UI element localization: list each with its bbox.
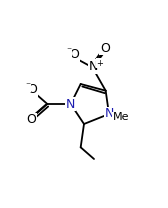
Text: Me: Me <box>112 112 129 122</box>
Text: O: O <box>100 42 110 55</box>
Text: N: N <box>104 108 114 120</box>
Text: +: + <box>96 59 103 68</box>
Text: ⁻: ⁻ <box>26 82 31 92</box>
Text: O: O <box>69 48 79 61</box>
Text: O: O <box>27 83 37 96</box>
Text: ⁻: ⁻ <box>66 47 72 57</box>
Text: N: N <box>89 60 98 73</box>
Text: N: N <box>66 98 75 110</box>
Text: O: O <box>27 113 36 126</box>
